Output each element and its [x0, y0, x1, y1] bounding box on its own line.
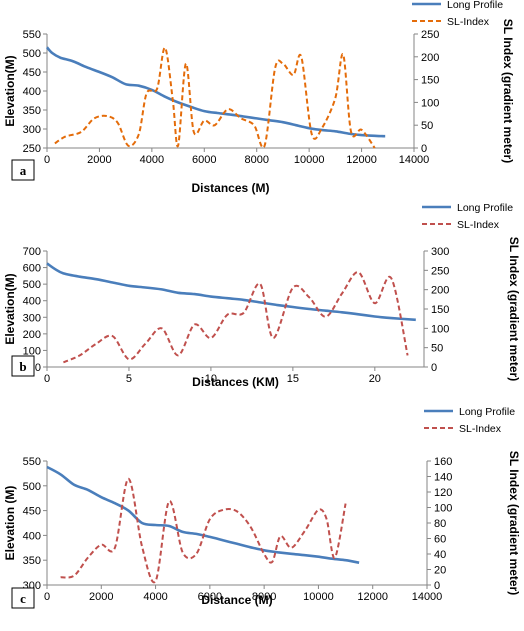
y2-tick-label: 100: [431, 323, 449, 335]
chart-panel-c: 0 2000 4000 6000 8000 10000 12000 1400030035040…: [3, 406, 521, 609]
y2-tick-label: 250: [421, 29, 439, 41]
y2-tick-label: 0: [431, 362, 437, 374]
y2-tick-label: 150: [421, 75, 439, 87]
y-tick-label: 200: [23, 329, 41, 341]
y-tick-label: 500: [23, 48, 41, 60]
x-tick-label: 12000: [357, 591, 388, 603]
y-tick-label: 350: [23, 555, 41, 567]
y-tick-label: 400: [23, 86, 41, 98]
y-tick-label: 350: [23, 105, 41, 117]
y2-tick-label: 250: [431, 265, 449, 277]
y2-axis-label: SL Index (gradient meter): [501, 19, 515, 163]
legend-label: Long Profile: [459, 406, 515, 418]
y-tick-label: 400: [23, 530, 41, 542]
y-tick-label: 450: [23, 506, 41, 518]
x-tick-label: 20: [369, 373, 381, 385]
y-tick-label: 500: [23, 279, 41, 291]
legend-label: SL-Index: [457, 219, 500, 231]
y-tick-label: 250: [23, 143, 41, 155]
y2-axis-label: SL Index (gradient meter): [507, 237, 521, 381]
y2-tick-label: 0: [421, 143, 427, 155]
sl-index-line: [60, 477, 347, 584]
y-axis-label: Elevation (M): [3, 486, 17, 561]
y2-tick-label: 200: [431, 285, 449, 297]
legend-label: Long Profile: [457, 202, 513, 214]
y-tick-label: 500: [23, 481, 41, 493]
y-tick-label: 550: [23, 456, 41, 468]
x-tick-label: 12000: [346, 154, 377, 166]
y2-tick-label: 120: [434, 487, 452, 499]
y-tick-label: 450: [23, 67, 41, 79]
long-profile-line: [46, 46, 386, 138]
y-tick-label: 700: [23, 246, 41, 258]
panel-label-box: [11, 587, 35, 609]
legend-label: SL-Index: [447, 16, 490, 28]
sl-index-line: [54, 46, 376, 149]
panel-label-box: [11, 355, 35, 377]
y2-tick-label: 0: [434, 580, 440, 592]
y2-tick-label: 100: [421, 97, 439, 109]
y2-tick-label: 60: [434, 534, 446, 546]
x-tick-label: 14000: [399, 154, 430, 166]
x-tick-label: 2000: [89, 591, 113, 603]
x-tick-label: 10000: [303, 591, 334, 603]
legend-label: SL-Index: [459, 423, 502, 435]
y2-tick-label: 200: [421, 52, 439, 64]
sl-index-line: [62, 271, 409, 364]
x-axis-label: Distances (KM): [192, 375, 279, 389]
y-tick-label: 550: [23, 29, 41, 41]
y-tick-label: 100: [23, 345, 41, 357]
y2-tick-label: 40: [434, 549, 446, 561]
x-tick-label: 6000: [192, 154, 216, 166]
y2-axis-label: SL Index (gradient meter): [507, 451, 521, 595]
x-axis-label: Distances (M): [191, 181, 269, 195]
y2-tick-label: 80: [434, 518, 446, 530]
legend-label: Long Profile: [447, 0, 503, 11]
y-tick-label: 0: [35, 362, 41, 374]
y-tick-label: 300: [23, 312, 41, 324]
chart-panel-a: 0 2000 4000 6000 8000 10000 12000 1400025030035…: [3, 0, 515, 195]
x-tick-label: 6000: [198, 591, 222, 603]
y2-tick-label: 300: [431, 246, 449, 258]
panel-label: c: [20, 591, 26, 606]
x-tick-label: 8000: [244, 154, 268, 166]
y2-tick-label: 50: [421, 120, 433, 132]
y-tick-label: 400: [23, 296, 41, 308]
x-tick-label: 2000: [87, 154, 111, 166]
y2-tick-label: 140: [434, 472, 452, 484]
x-tick-label: 10: [205, 373, 217, 385]
x-tick-label: 0: [44, 591, 50, 603]
x-tick-label: 5: [126, 373, 132, 385]
y-axis-label: Elevation(M): [3, 55, 17, 126]
panel-label: b: [19, 359, 26, 374]
x-axis-label: Distance (M): [201, 593, 272, 607]
long-profile-line: [46, 262, 416, 322]
y2-tick-label: 50: [431, 343, 443, 355]
x-tick-label: 14000: [412, 591, 443, 603]
x-tick-label: 15: [287, 373, 299, 385]
x-tick-label: 10000: [294, 154, 325, 166]
x-tick-label: 4000: [143, 591, 167, 603]
x-tick-label: 4000: [140, 154, 164, 166]
panel-label-box: [11, 159, 35, 181]
x-tick-label: 8000: [252, 591, 276, 603]
y2-tick-label: 160: [434, 456, 452, 468]
y-axis-label: Elevation(M): [3, 273, 17, 344]
long-profile-line: [46, 465, 360, 564]
y2-tick-label: 20: [434, 565, 446, 577]
panel-label: a: [20, 163, 27, 178]
y-tick-label: 600: [23, 263, 41, 275]
y-tick-label: 300: [23, 124, 41, 136]
x-tick-label: 0: [44, 373, 50, 385]
y2-tick-label: 150: [431, 304, 449, 316]
chart-panel-b: 0 5 10 15 2001002003004005006007000501001502…: [3, 202, 521, 389]
x-tick-label: 0: [44, 154, 50, 166]
y2-tick-label: 100: [434, 503, 452, 515]
